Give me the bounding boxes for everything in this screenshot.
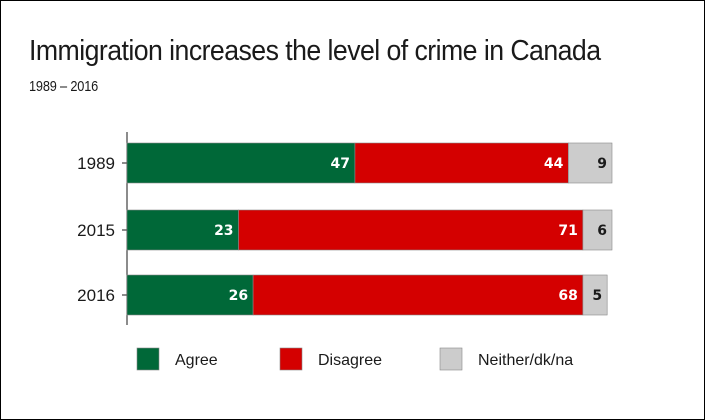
value-label-neither-dk-na-2015: 6 xyxy=(597,223,607,239)
category-label-2016: 2016 xyxy=(77,286,115,305)
value-label-disagree-2015: 71 xyxy=(558,223,577,239)
legend-label-disagree: Disagree xyxy=(318,352,382,369)
value-label-neither-dk-na-2016: 5 xyxy=(592,288,602,304)
category-label-2015: 2015 xyxy=(77,221,115,240)
bar-neither-dk-na-2016 xyxy=(582,274,608,316)
value-label-agree-1989: 47 xyxy=(330,156,349,172)
category-label-1989: 1989 xyxy=(77,154,115,173)
bar-disagree-2016 xyxy=(252,274,584,316)
chart-title: Immigration increases the level of crime… xyxy=(29,35,601,67)
bar-neither-dk-na-1989 xyxy=(568,142,613,184)
legend-swatch-neither-dk-na xyxy=(439,347,463,371)
value-label-disagree-2016: 68 xyxy=(558,288,577,304)
legend-swatch-disagree xyxy=(279,347,303,371)
bar-neither-dk-na-2015 xyxy=(582,209,613,251)
bar-agree-1989 xyxy=(126,142,356,184)
legend-label-agree: Agree xyxy=(175,352,218,369)
chart-subtitle: 1989 – 2016 xyxy=(29,78,99,95)
bar-agree-2015 xyxy=(126,209,239,251)
legend-label-neither-dk-na: Neither/dk/na xyxy=(478,352,573,369)
bar-disagree-1989 xyxy=(354,142,569,184)
value-label-agree-2016: 26 xyxy=(229,288,248,304)
value-label-neither-dk-na-1989: 9 xyxy=(597,156,607,172)
value-label-disagree-1989: 44 xyxy=(544,156,564,172)
bar-disagree-2015 xyxy=(238,209,584,251)
legend-swatch-agree xyxy=(136,347,160,371)
value-label-agree-2015: 23 xyxy=(214,223,233,239)
bar-agree-2016 xyxy=(126,274,254,316)
